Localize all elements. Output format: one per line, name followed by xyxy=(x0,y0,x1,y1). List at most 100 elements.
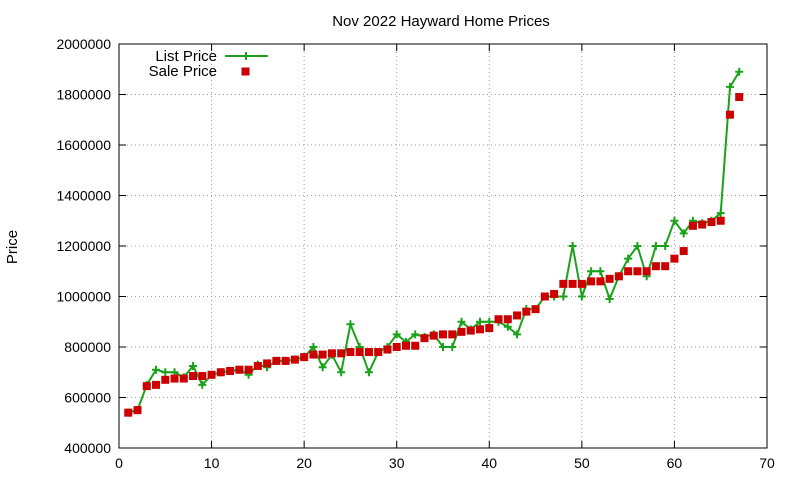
list-price-point xyxy=(587,267,596,276)
sale-price-point xyxy=(364,348,373,357)
sale-price-point xyxy=(235,365,244,374)
y-tick-label: 2000000 xyxy=(56,36,111,52)
list-price-point xyxy=(337,368,346,377)
list-price-point xyxy=(513,330,522,339)
list-price-point xyxy=(309,343,318,351)
list-price-point xyxy=(596,267,605,276)
sale-price-point xyxy=(466,326,475,335)
sale-price-point xyxy=(605,274,614,283)
sale-price-point xyxy=(290,355,299,364)
y-tick-label: 600000 xyxy=(64,390,111,406)
x-tick-label: 50 xyxy=(574,455,590,471)
x-tick-label: 60 xyxy=(667,455,683,471)
y-axis-label: Price xyxy=(4,230,21,264)
sale-price-point xyxy=(568,279,577,288)
list-price-point xyxy=(670,216,679,225)
chart-title: Nov 2022 Hayward Home Prices xyxy=(332,13,550,30)
legend-label-sale-price: Sale Price xyxy=(149,63,217,80)
sale-price-point xyxy=(161,375,170,384)
sale-price-point xyxy=(152,380,161,389)
sale-price-point xyxy=(216,368,225,377)
sale-price-point xyxy=(448,330,457,339)
sale-price-point xyxy=(577,279,586,288)
list-price-point xyxy=(346,320,355,329)
sale-price-point xyxy=(735,93,744,102)
legend-marker-sale-price xyxy=(241,67,250,76)
sale-price-point xyxy=(707,218,716,227)
sale-price-point xyxy=(346,348,355,357)
sale-price-point xyxy=(263,359,272,368)
x-tick-label: 0 xyxy=(115,455,123,471)
sale-price-point xyxy=(457,327,466,336)
grid xyxy=(119,44,767,448)
sale-price-point xyxy=(725,110,734,119)
sale-price-point xyxy=(253,361,262,370)
sale-price-point xyxy=(716,216,725,225)
sale-price-point xyxy=(614,272,623,281)
sale-price-point xyxy=(142,382,151,391)
list-price-point xyxy=(568,242,577,250)
sale-price-point xyxy=(272,356,281,365)
sale-price-point xyxy=(244,365,253,374)
list-price-point xyxy=(364,368,373,377)
sale-price-point xyxy=(124,408,133,417)
list-price-point xyxy=(624,254,633,263)
y-tick-label: 1400000 xyxy=(56,188,111,204)
list-price-point xyxy=(503,322,512,331)
sale-price-point xyxy=(688,221,697,230)
y-tick-label: 1800000 xyxy=(56,87,111,103)
x-tick-label: 40 xyxy=(481,455,497,471)
sale-price-point xyxy=(198,372,207,381)
list-price-point xyxy=(605,295,614,304)
y-tick-label: 1200000 xyxy=(56,238,111,254)
list-price-point xyxy=(392,330,401,339)
sale-price-point xyxy=(226,366,235,375)
sale-price-point xyxy=(179,374,188,383)
sale-price-point xyxy=(318,350,327,359)
sale-price-point xyxy=(522,307,531,316)
sale-price-point xyxy=(300,353,309,362)
legend-plus-icon xyxy=(242,52,250,60)
sale-price-point xyxy=(531,305,540,314)
sale-price-point xyxy=(401,341,410,350)
list-price-point xyxy=(448,343,457,351)
x-tick-label: 70 xyxy=(759,455,775,471)
sale-price-point xyxy=(559,279,568,288)
sale-price-point xyxy=(651,262,660,271)
sale-price-point xyxy=(513,311,522,320)
legend-marker-list-price xyxy=(242,52,250,60)
series-line-list-price xyxy=(128,71,741,414)
sale-price-point xyxy=(476,325,485,334)
sale-price-point xyxy=(642,267,651,276)
x-tick-label: 20 xyxy=(296,455,312,471)
sale-price-point xyxy=(550,289,559,298)
list-price-point xyxy=(735,67,744,76)
list-price-point xyxy=(651,242,660,250)
list-price-point xyxy=(198,380,207,389)
sale-price-point xyxy=(679,247,688,256)
list-price-point xyxy=(189,361,198,370)
sale-price-point xyxy=(624,267,633,276)
list-price-point xyxy=(457,317,466,326)
list-price-point xyxy=(633,242,642,250)
sale-price-point xyxy=(420,334,429,343)
sale-price-point xyxy=(439,330,447,339)
sale-price-point xyxy=(189,372,198,381)
sale-price-point xyxy=(374,348,383,357)
y-tick-label: 400000 xyxy=(64,440,111,456)
sale-price-point xyxy=(485,324,494,333)
sale-price-point xyxy=(383,345,392,354)
legend: List Price Sale Price xyxy=(149,48,268,80)
y-tick-label: 1600000 xyxy=(56,137,111,153)
list-price-point xyxy=(679,229,688,238)
list-price-point xyxy=(577,292,586,301)
y-tick-label: 1000000 xyxy=(56,289,111,305)
sale-price-point xyxy=(207,370,216,379)
sale-price-point xyxy=(411,341,420,350)
y-tick-label: 800000 xyxy=(64,339,111,355)
legend-label-list-price: List Price xyxy=(155,48,217,65)
list-price-point xyxy=(411,330,420,339)
sale-price-point xyxy=(281,356,290,365)
sale-price-point xyxy=(309,350,318,359)
